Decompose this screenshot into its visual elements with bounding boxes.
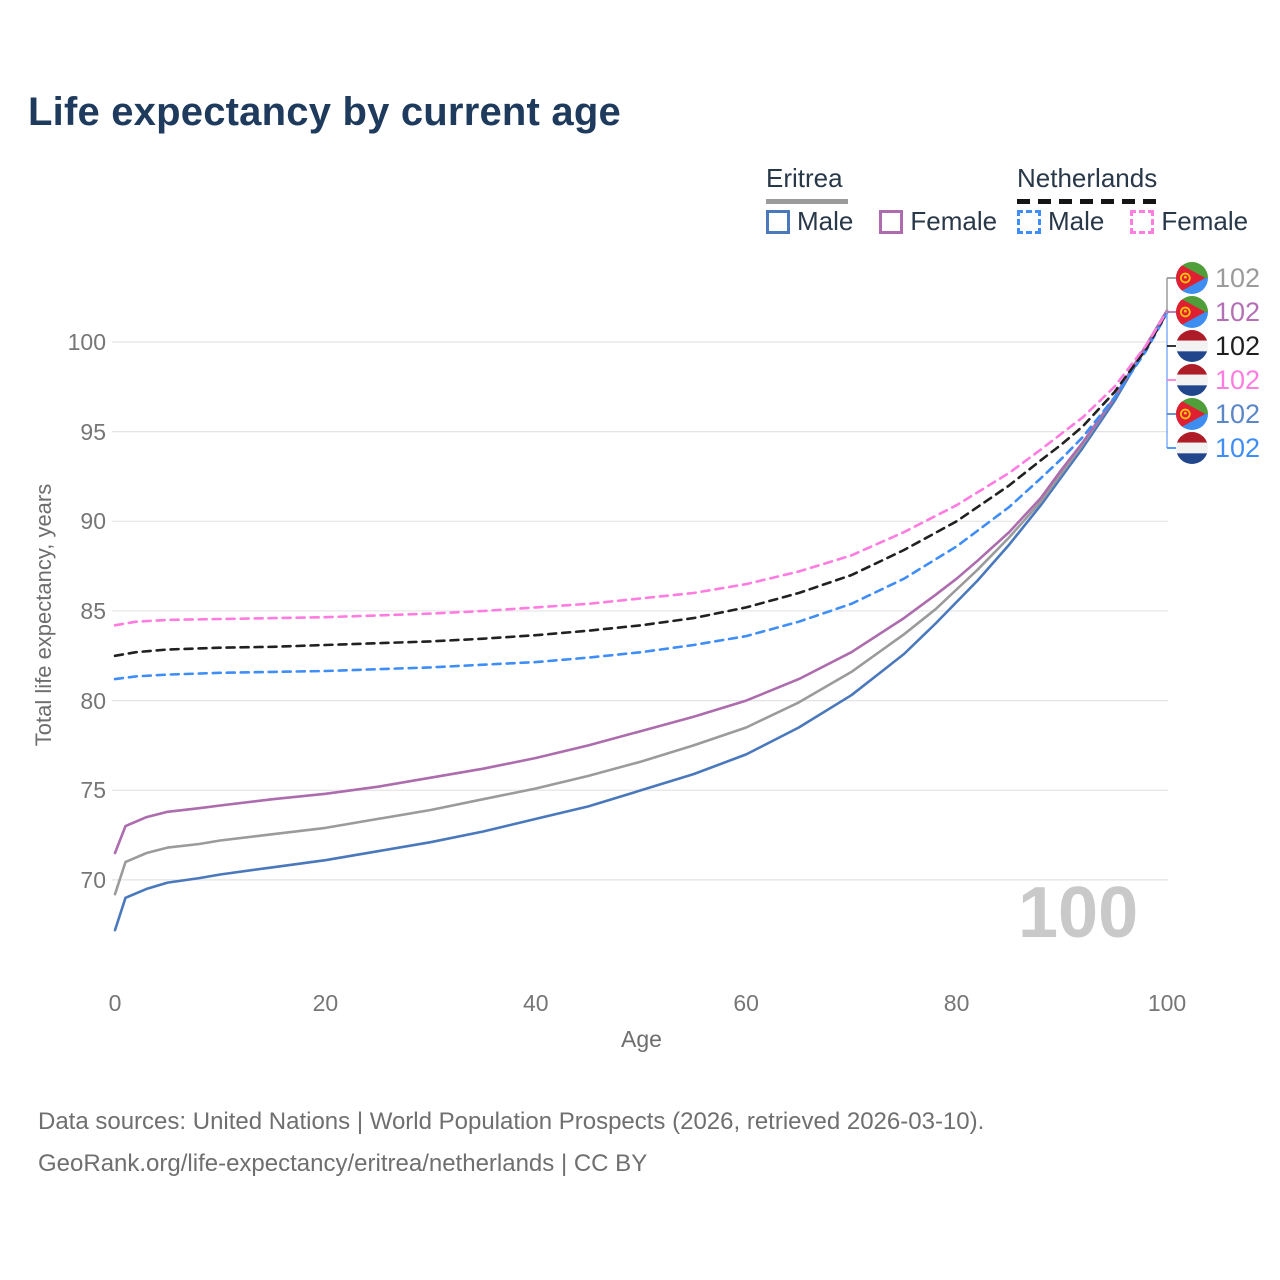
gridlines bbox=[112, 341, 1168, 881]
end-value-row: 102 bbox=[1176, 295, 1260, 329]
legend-netherlands-underline bbox=[1017, 199, 1157, 204]
x-tick-label: 0 bbox=[108, 990, 122, 1016]
eritrea-flag-icon bbox=[1176, 262, 1208, 294]
end-value-row: 102 bbox=[1176, 261, 1260, 295]
watermark-100: 100 bbox=[1018, 873, 1139, 953]
eritrea-flag-icon bbox=[1176, 296, 1208, 328]
legend-netherlands-items: Male Female bbox=[1017, 206, 1274, 237]
x-tick-label: 60 bbox=[733, 990, 759, 1016]
eritrea-female-swatch-icon bbox=[879, 209, 904, 234]
legend-item-eritrea-female[interactable]: Female bbox=[879, 206, 997, 237]
x-tick-label: 20 bbox=[312, 990, 339, 1016]
legend-item-netherlands-male[interactable]: Male bbox=[1017, 206, 1104, 237]
legend-group-eritrea: Eritrea bbox=[766, 163, 848, 204]
legend-eritrea-label: Eritrea bbox=[766, 163, 843, 193]
legend-eritrea-items: Male Female bbox=[766, 206, 1023, 237]
netherlands-female-swatch-icon bbox=[1130, 209, 1155, 234]
netherlands-flag-icon bbox=[1176, 364, 1208, 396]
end-value-row: 102 bbox=[1176, 397, 1260, 431]
netherlands-male-swatch-icon bbox=[1017, 209, 1041, 234]
end-value-label: 102 bbox=[1215, 364, 1261, 395]
netherlands-flag-icon bbox=[1176, 432, 1208, 464]
y-tick-label: 90 bbox=[80, 508, 106, 535]
y-tick-label: 70 bbox=[80, 866, 106, 893]
page-title: Life expectancy by current age bbox=[28, 90, 621, 134]
legend-item-label: Female bbox=[910, 206, 998, 236]
end-value-row: 102 bbox=[1176, 363, 1260, 397]
legend-item-netherlands-female[interactable]: Female bbox=[1130, 206, 1248, 237]
end-value-label: 102 bbox=[1215, 330, 1261, 361]
end-value-label: 102 bbox=[1215, 262, 1261, 293]
y-tick-label: 100 bbox=[67, 329, 106, 355]
eritrea-flag-icon bbox=[1176, 398, 1208, 430]
legend-item-eritrea-male[interactable]: Male bbox=[766, 206, 853, 237]
y-tick-label: 80 bbox=[80, 687, 106, 714]
y-tick-label: 75 bbox=[80, 777, 106, 804]
eritrea-male-swatch-icon bbox=[766, 209, 790, 234]
legend-group-netherlands: Netherlands bbox=[1017, 163, 1157, 204]
footer-attribution: GeoRank.org/life-expectancy/eritrea/neth… bbox=[38, 1150, 648, 1177]
x-tick-label: 40 bbox=[523, 990, 549, 1016]
x-tick-label: 80 bbox=[943, 990, 970, 1016]
leader-lines bbox=[1166, 277, 1176, 449]
netherlands-flag-icon bbox=[1176, 330, 1208, 362]
legend-netherlands-label: Netherlands bbox=[1017, 163, 1158, 193]
end-value-row: 102 bbox=[1176, 329, 1260, 363]
footer-sources: Data sources: United Nations | World Pop… bbox=[38, 1108, 985, 1135]
y-tick-label: 85 bbox=[80, 597, 106, 624]
legend-item-label: Female bbox=[1161, 206, 1249, 236]
series-lines bbox=[113, 309, 1169, 932]
legend-item-label: Male bbox=[797, 206, 854, 236]
end-value-row: 102 bbox=[1176, 431, 1260, 465]
x-tick-label: 100 bbox=[1147, 990, 1187, 1016]
legend-item-label: Male bbox=[1048, 206, 1105, 236]
end-value-label: 102 bbox=[1215, 296, 1261, 327]
legend-eritrea-underline bbox=[766, 199, 848, 204]
end-value-label: 102 bbox=[1215, 398, 1261, 429]
end-value-label: 102 bbox=[1215, 432, 1261, 463]
x-axis-title: Age bbox=[621, 1026, 662, 1052]
y-tick-label: 95 bbox=[80, 418, 106, 445]
